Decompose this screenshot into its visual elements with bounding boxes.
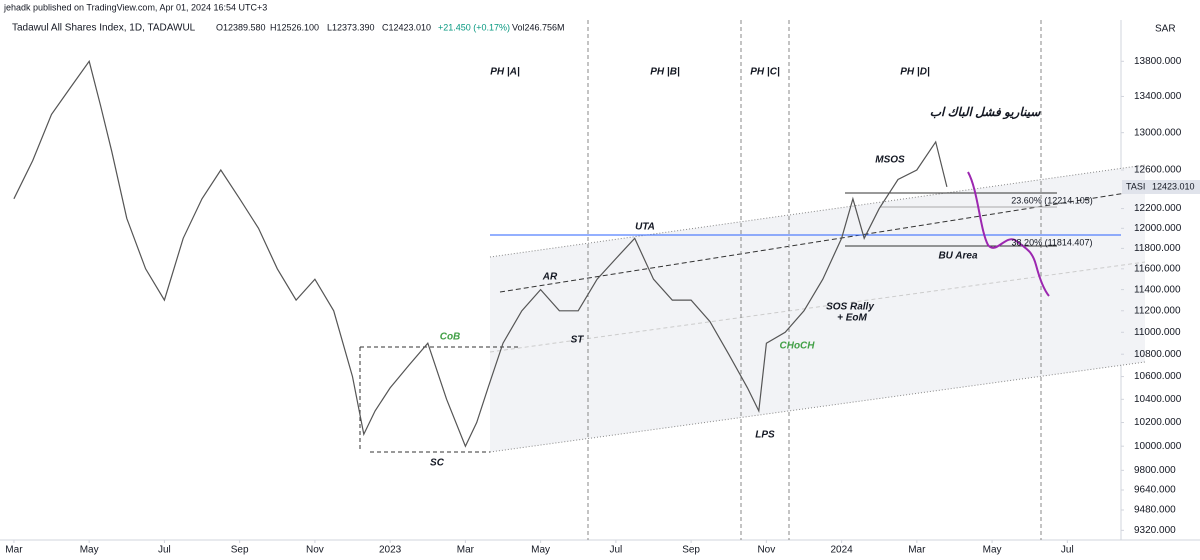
annotation: LPS	[755, 430, 775, 441]
y-tick-label: 10200.000	[1134, 417, 1182, 428]
x-tick-label: Mar	[457, 545, 475, 556]
annotation: SC	[430, 458, 445, 469]
price-tag-symbol: TASI	[1126, 181, 1145, 191]
annotation: AR	[542, 272, 558, 283]
y-tick-label: 11200.000	[1134, 305, 1181, 316]
annotation: SOS Rally	[826, 302, 874, 313]
symbol: Tadawul All Shares Index, 1D, TADAWUL	[12, 23, 196, 34]
annotation: سيناريو فشل الباك اب	[930, 105, 1042, 120]
x-tick-label: Nov	[306, 545, 324, 556]
price-tag	[1122, 180, 1200, 194]
x-tick-label: May	[983, 545, 1002, 556]
ohlc: +21.450 (+0.17%)	[438, 22, 510, 32]
channel-mid	[489, 261, 1146, 353]
x-tick-label: Jul	[609, 545, 622, 556]
ohlc: C12423.010	[382, 22, 431, 32]
x-tick-label: Nov	[757, 545, 775, 556]
annotation: CHoCH	[780, 341, 816, 352]
y-tick-label: 10000.000	[1134, 441, 1182, 452]
ohlc: Vol246.756M	[512, 22, 565, 32]
x-tick-label: Sep	[231, 545, 249, 556]
channel-fill	[490, 165, 1145, 452]
price-tag-value: 12423.010	[1152, 181, 1195, 191]
y-tick-label: 12000.000	[1134, 223, 1182, 234]
annotation: PH |D|	[900, 67, 930, 78]
published: jehadk published on TradingView.com, Apr…	[3, 2, 267, 12]
drawings	[359, 20, 1146, 540]
x-tick-label: Mar	[5, 545, 23, 556]
y-tick-label: 13800.000	[1134, 56, 1182, 67]
annotation: PH |B|	[650, 67, 680, 78]
x-tick-label: 2024	[830, 545, 853, 556]
y-tick-label: 11000.000	[1134, 327, 1181, 338]
y-tick-label: 9320.000	[1134, 525, 1176, 536]
y-tick-label: 13400.000	[1134, 91, 1182, 102]
x-tick-label: May	[80, 545, 99, 556]
y-tick-label: 9800.000	[1134, 465, 1176, 476]
ohlc: O12389.580	[216, 22, 266, 32]
y-tick-label: 9640.000	[1134, 485, 1176, 496]
x-tick-label: Jul	[158, 545, 171, 556]
annotation: + EoM	[837, 313, 867, 324]
x-tick-label: Sep	[682, 545, 700, 556]
annotation: UTA	[635, 222, 655, 233]
y-tick-label: 9480.000	[1134, 505, 1176, 516]
y-tick-label: 10800.000	[1134, 349, 1182, 360]
x-tick-label: 2023	[379, 545, 402, 556]
y-tick-label: 11800.000	[1134, 243, 1181, 254]
y-tick-label: 11400.000	[1134, 284, 1181, 295]
x-tick-label: Mar	[908, 545, 926, 556]
y-tick-label: 10600.000	[1134, 371, 1182, 382]
annotation: BU Area	[938, 251, 978, 262]
y-tick-label: 12600.000	[1134, 165, 1182, 176]
channel-line	[489, 164, 1146, 258]
fib-label: 38.20% (11814.407)	[1012, 237, 1093, 247]
projection	[967, 171, 1050, 297]
currency: SAR	[1155, 24, 1176, 35]
channel-line	[489, 361, 1146, 453]
fib-label: 23.60% (12214.105)	[1011, 195, 1093, 205]
y-tick-label: 10400.000	[1134, 394, 1182, 405]
annotation: PH |A|	[490, 67, 520, 78]
y-tick-label: 11600.000	[1134, 263, 1181, 274]
y-tick-label: 12200.000	[1134, 203, 1182, 214]
ohlc: L12373.390	[327, 22, 375, 32]
x-tick-label: May	[531, 545, 550, 556]
x-tick-label: Jul	[1061, 545, 1074, 556]
ohlc: H12526.100	[270, 22, 319, 32]
price-line	[13, 59, 948, 448]
annotation: CoB	[440, 332, 461, 343]
y-tick-label: 13000.000	[1134, 127, 1182, 138]
annotation: ST	[571, 335, 585, 346]
annotation: PH |C|	[750, 67, 780, 78]
annotation: MSOS	[875, 155, 905, 166]
